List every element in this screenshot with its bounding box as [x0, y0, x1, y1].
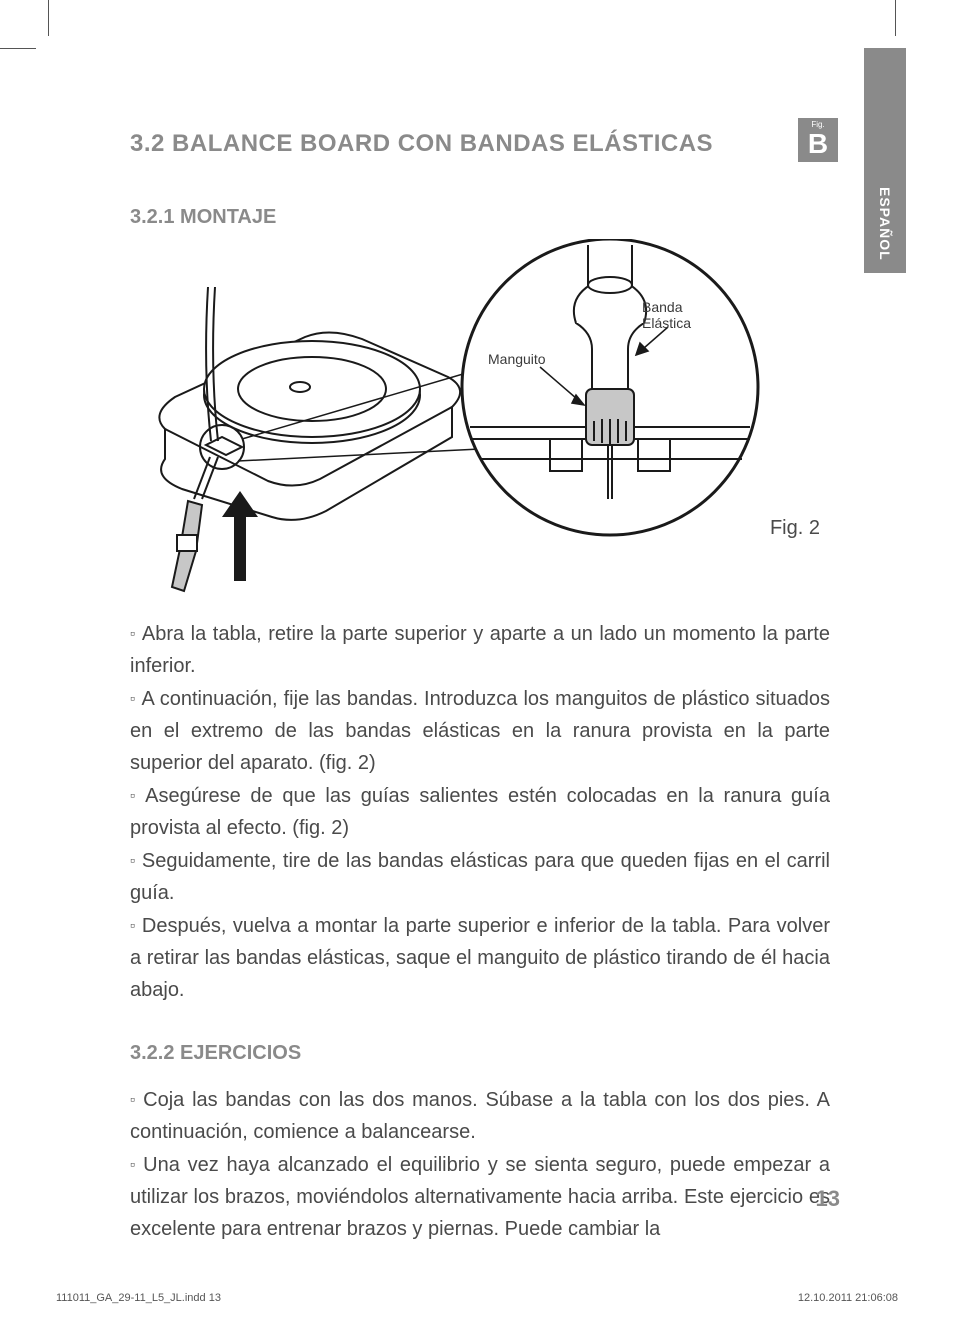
montaje-p4: Seguidamente, tire de las bandas elástic…	[130, 850, 830, 904]
montaje-p3: Asegúrese de que las guías salientes est…	[130, 785, 830, 839]
bullet-icon: ▫	[130, 852, 136, 868]
ejercicios-text: ▫Coja las bandas con las dos manos. Súba…	[130, 1083, 830, 1245]
figure-caption: Fig. 2	[770, 517, 820, 540]
montaje-p1: Abra la tabla, retire la parte superior …	[130, 623, 830, 677]
montaje-text: ▫Abra la tabla, retire la parte superior…	[130, 617, 830, 1006]
montaje-p2: A continuación, fije las bandas. Introdu…	[130, 688, 830, 774]
subsection-ejercicios: 3.2.2 EJERCICIOS	[130, 1042, 830, 1065]
language-tab-label: ESPAÑOL	[877, 187, 893, 261]
crop-mark	[895, 0, 896, 36]
callout-banda-2: Elástica	[642, 315, 691, 331]
figure-area: Manguito Banda Elástica Fig. 2	[130, 239, 830, 599]
bullet-icon: ▫	[130, 625, 136, 641]
bullet-icon: ▫	[130, 917, 136, 933]
crop-mark	[0, 48, 36, 49]
bullet-icon: ▫	[130, 1091, 137, 1107]
callout-manguito: Manguito	[488, 351, 546, 367]
ejercicios-p2: Una vez haya alcanzado el equilibrio y s…	[130, 1154, 830, 1240]
montaje-p5: Después, vuelva a montar la parte superi…	[130, 915, 830, 1001]
page-number: 13	[816, 1186, 840, 1212]
ejercicios-p1: Coja las bandas con las dos manos. Súbas…	[130, 1089, 830, 1143]
language-tab: ESPAÑOL	[864, 48, 906, 273]
callout-banda-1: Banda	[642, 299, 691, 315]
bullet-icon: ▫	[130, 690, 135, 706]
footer: 111011_GA_29-11_L5_JL.indd 13 12.10.2011…	[56, 1292, 898, 1304]
footer-file: 111011_GA_29-11_L5_JL.indd 13	[56, 1292, 221, 1304]
footer-timestamp: 12.10.2011 21:06:08	[798, 1292, 898, 1304]
bullet-icon: ▫	[130, 1156, 137, 1172]
section-title: 3.2 BALANCE BOARD CON BANDAS ELÁSTICAS	[130, 130, 830, 158]
crop-mark	[48, 0, 49, 36]
subsection-montaje: 3.2.1 MONTAJE	[130, 206, 830, 229]
content-area: 3.2 BALANCE BOARD CON BANDAS ELÁSTICAS 3…	[130, 130, 830, 1245]
bullet-icon: ▫	[130, 787, 139, 803]
assembly-diagram	[130, 239, 830, 599]
page: ESPAÑOL Fig. B 3.2 BALANCE BOARD CON BAN…	[50, 48, 906, 1260]
